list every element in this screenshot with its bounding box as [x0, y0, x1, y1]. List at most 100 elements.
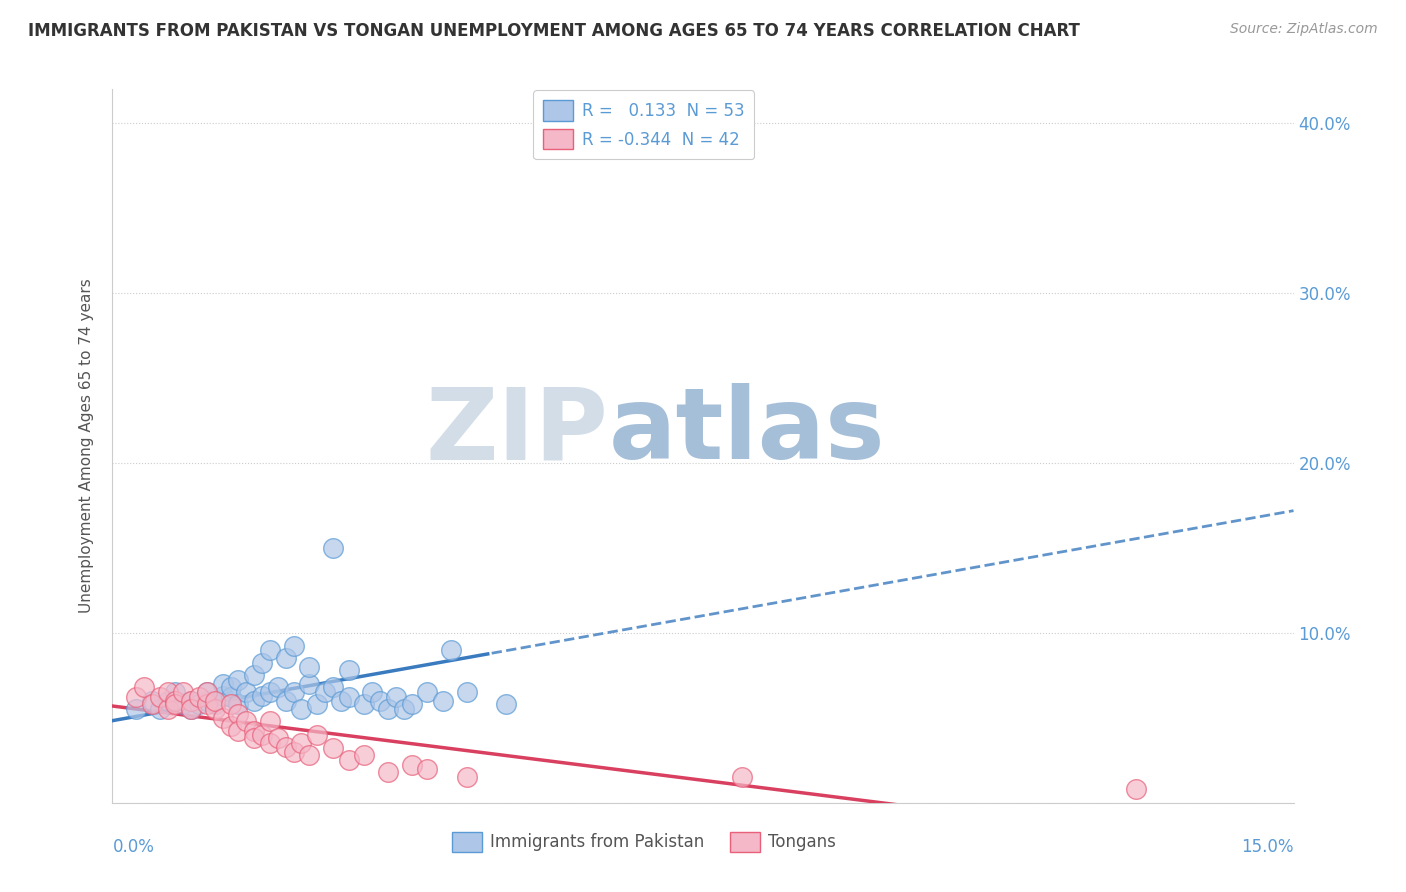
Point: [235, 685, 257, 699]
Point: [274, 739, 297, 754]
Point: [267, 731, 290, 746]
Point: [180, 694, 202, 708]
Point: [211, 677, 233, 691]
Point: [401, 698, 423, 712]
Point: [337, 753, 360, 767]
Point: [204, 698, 226, 712]
Point: [401, 758, 423, 772]
Point: [165, 685, 187, 699]
Point: [495, 698, 517, 712]
Point: [180, 702, 202, 716]
Point: [361, 685, 384, 699]
Point: [259, 643, 281, 657]
Point: [180, 694, 202, 708]
Point: [228, 698, 250, 712]
Point: [283, 685, 305, 699]
Point: [172, 698, 194, 712]
Point: [274, 651, 297, 665]
Point: [432, 694, 454, 708]
Point: [156, 702, 179, 716]
Point: [149, 702, 172, 716]
Point: [250, 657, 273, 671]
Point: [290, 736, 312, 750]
Text: Source: ZipAtlas.com: Source: ZipAtlas.com: [1230, 22, 1378, 37]
Point: [250, 728, 273, 742]
Point: [165, 698, 187, 712]
Point: [219, 698, 242, 712]
Point: [219, 719, 242, 733]
Point: [228, 707, 250, 722]
Point: [337, 663, 360, 677]
Point: [283, 745, 305, 759]
Point: [195, 698, 218, 712]
Point: [298, 677, 321, 691]
Point: [211, 711, 233, 725]
Text: atlas: atlas: [609, 384, 886, 480]
Point: [322, 680, 344, 694]
Point: [228, 724, 250, 739]
Point: [243, 724, 266, 739]
Point: [188, 690, 211, 705]
Point: [456, 685, 478, 699]
Point: [290, 702, 312, 716]
Point: [204, 694, 226, 708]
Point: [416, 762, 439, 776]
Point: [156, 694, 179, 708]
Point: [195, 685, 218, 699]
Point: [298, 660, 321, 674]
Text: IMMIGRANTS FROM PAKISTAN VS TONGAN UNEMPLOYMENT AMONG AGES 65 TO 74 YEARS CORREL: IMMIGRANTS FROM PAKISTAN VS TONGAN UNEMP…: [28, 22, 1080, 40]
Point: [274, 694, 297, 708]
Point: [298, 748, 321, 763]
Point: [259, 714, 281, 729]
Point: [250, 689, 273, 703]
Legend: Immigrants from Pakistan, Tongans: Immigrants from Pakistan, Tongans: [446, 825, 842, 859]
Point: [141, 698, 163, 712]
Point: [195, 685, 218, 699]
Point: [204, 702, 226, 716]
Point: [307, 698, 329, 712]
Point: [165, 694, 187, 708]
Point: [259, 736, 281, 750]
Point: [243, 731, 266, 746]
Point: [156, 685, 179, 699]
Point: [125, 702, 148, 716]
Point: [416, 685, 439, 699]
Text: 0.0%: 0.0%: [112, 838, 155, 856]
Point: [337, 690, 360, 705]
Point: [172, 685, 194, 699]
Point: [322, 541, 344, 555]
Point: [219, 690, 242, 705]
Point: [211, 689, 233, 703]
Point: [329, 694, 352, 708]
Point: [188, 698, 211, 712]
Point: [267, 680, 290, 694]
Point: [353, 748, 375, 763]
Point: [228, 673, 250, 688]
Point: [385, 690, 408, 705]
Point: [235, 714, 257, 729]
Point: [243, 694, 266, 708]
Point: [368, 694, 391, 708]
Point: [392, 702, 415, 716]
Point: [731, 770, 754, 784]
Point: [195, 694, 218, 708]
Point: [243, 668, 266, 682]
Text: 15.0%: 15.0%: [1241, 838, 1294, 856]
Point: [314, 685, 336, 699]
Point: [440, 643, 463, 657]
Text: ZIP: ZIP: [426, 384, 609, 480]
Point: [322, 741, 344, 756]
Point: [125, 690, 148, 705]
Point: [283, 640, 305, 654]
Point: [353, 698, 375, 712]
Point: [456, 770, 478, 784]
Point: [149, 690, 172, 705]
Point: [377, 702, 399, 716]
Point: [259, 685, 281, 699]
Point: [219, 680, 242, 694]
Point: [180, 702, 202, 716]
Y-axis label: Unemployment Among Ages 65 to 74 years: Unemployment Among Ages 65 to 74 years: [79, 278, 94, 614]
Point: [307, 728, 329, 742]
Point: [141, 694, 163, 708]
Point: [1125, 782, 1147, 797]
